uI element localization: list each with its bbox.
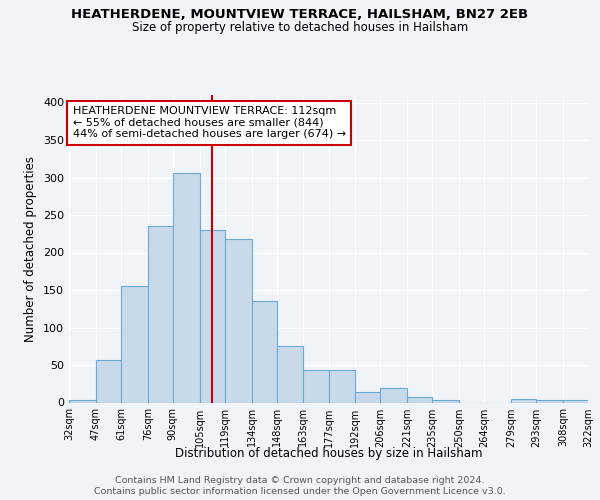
Bar [536, 400, 563, 402]
Bar [173, 173, 200, 402]
Bar [121, 286, 148, 403]
Y-axis label: Number of detached properties: Number of detached properties [25, 156, 37, 342]
Bar [200, 230, 224, 402]
Text: HEATHERDENE, MOUNTVIEW TERRACE, HAILSHAM, BN27 2EB: HEATHERDENE, MOUNTVIEW TERRACE, HAILSHAM… [71, 8, 529, 20]
Bar [96, 360, 121, 403]
Text: HEATHERDENE MOUNTVIEW TERRACE: 112sqm
← 55% of detached houses are smaller (844): HEATHERDENE MOUNTVIEW TERRACE: 112sqm ← … [73, 106, 346, 140]
Bar [148, 226, 173, 402]
Bar [355, 392, 380, 402]
Bar [224, 239, 251, 402]
Text: Size of property relative to detached houses in Hailsham: Size of property relative to detached ho… [132, 21, 468, 34]
Text: Contains public sector information licensed under the Open Government Licence v3: Contains public sector information licen… [94, 487, 506, 496]
Bar [407, 397, 432, 402]
Text: Contains HM Land Registry data © Crown copyright and database right 2024.: Contains HM Land Registry data © Crown c… [115, 476, 485, 485]
Bar [432, 400, 459, 402]
Bar [69, 400, 96, 402]
Bar [277, 346, 304, 403]
Bar [511, 399, 536, 402]
Bar [304, 370, 329, 402]
Bar [251, 301, 277, 402]
Bar [329, 370, 355, 402]
Bar [563, 400, 588, 402]
Bar [380, 388, 407, 402]
Text: Distribution of detached houses by size in Hailsham: Distribution of detached houses by size … [175, 448, 482, 460]
